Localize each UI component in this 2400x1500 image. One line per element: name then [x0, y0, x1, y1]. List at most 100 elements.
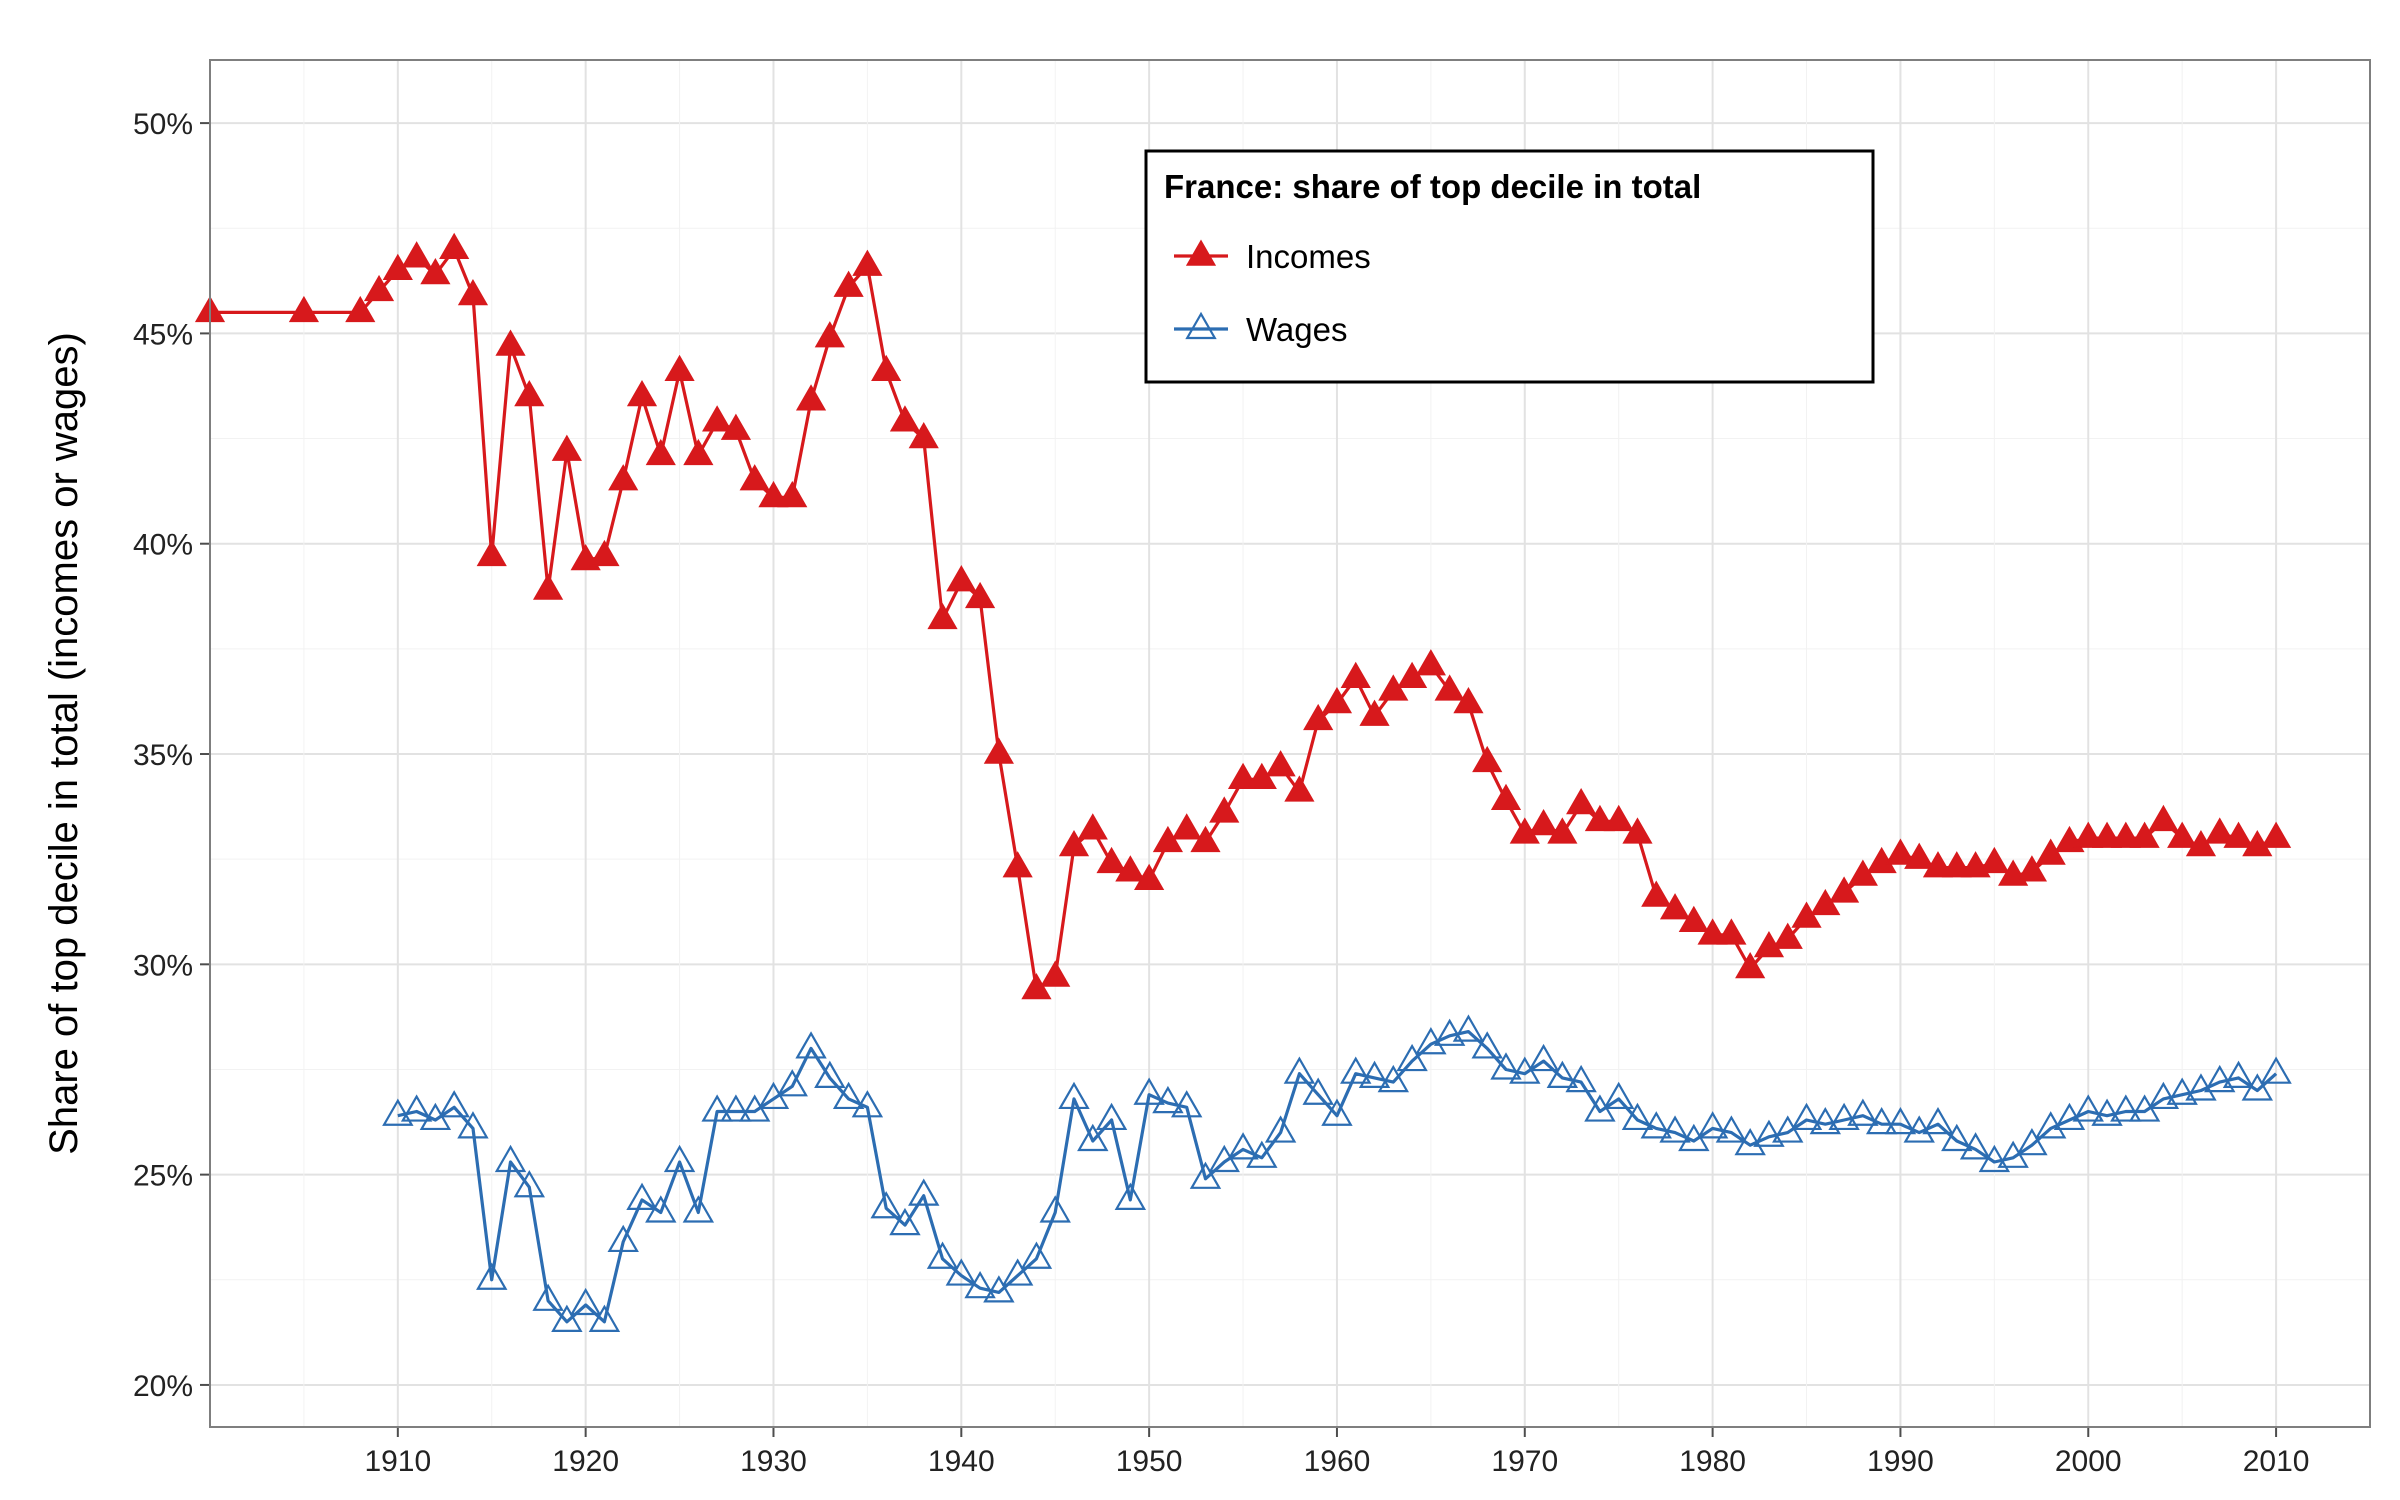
y-tick-label: 45%: [133, 318, 193, 351]
data-point-incomes: [1828, 876, 1860, 903]
data-point-incomes: [1096, 846, 1127, 874]
data-point-incomes: [1340, 661, 1371, 689]
data-point-incomes: [1321, 687, 1353, 714]
data-point-wages: [2147, 1081, 2180, 1110]
data-point-wages: [720, 1094, 752, 1122]
data-point-incomes: [1058, 830, 1090, 857]
data-point-wages: [2072, 1094, 2104, 1122]
data-point-wages: [1227, 1132, 1259, 1160]
data-point-incomes: [1641, 880, 1672, 907]
data-point-incomes: [457, 279, 489, 306]
data-point-incomes: [288, 295, 320, 323]
legend-box: [1144, 149, 1875, 384]
y-tick-label: 25%: [133, 1160, 193, 1193]
data-point-incomes: [1227, 762, 1259, 790]
data-point-incomes: [2073, 821, 2104, 848]
data-point-wages: [1847, 1098, 1879, 1126]
data-point-wages: [795, 1031, 827, 1059]
legend-key-marker: [1185, 239, 1217, 266]
data-point-wages: [1527, 1043, 1560, 1072]
data-point-wages: [1170, 1090, 1203, 1118]
data-point-wages: [476, 1262, 508, 1290]
data-point-incomes: [2016, 855, 2048, 882]
data-point-wages: [2016, 1127, 2048, 1156]
data-point-wages: [513, 1170, 546, 1198]
data-point-wages: [400, 1094, 433, 1122]
data-point-incomes: [608, 464, 639, 491]
data-point-wages: [851, 1090, 884, 1118]
data-point-wages: [2222, 1060, 2255, 1088]
data-point-wages: [588, 1304, 621, 1332]
x-tick-label: 1940: [928, 1445, 995, 1478]
data-point-incomes: [2129, 821, 2160, 848]
data-point-incomes: [908, 422, 939, 449]
data-point-incomes: [2223, 821, 2254, 848]
data-point-incomes: [1171, 813, 1202, 840]
data-point-wages: [926, 1241, 959, 1269]
data-point-incomes: [1209, 796, 1240, 823]
data-point-wages: [1715, 1115, 1748, 1143]
data-point-incomes: [1415, 649, 1446, 676]
data-point-incomes: [1622, 817, 1653, 844]
data-point-incomes: [946, 565, 977, 592]
x-tick-label: 1950: [1116, 1445, 1183, 1478]
data-point-incomes: [1434, 674, 1465, 701]
data-point-wages: [532, 1283, 564, 1311]
data-point-wages: [1828, 1102, 1860, 1131]
data-point-incomes: [889, 405, 921, 432]
data-point-incomes: [1265, 750, 1296, 777]
x-tick-label: 1920: [552, 1445, 619, 1478]
data-point-incomes: [1190, 825, 1221, 853]
data-point-wages: [1283, 1056, 1316, 1084]
data-point-incomes: [2148, 804, 2179, 832]
data-point-wages: [1941, 1123, 1973, 1152]
y-tick-label: 20%: [133, 1370, 193, 1403]
data-point-wages: [1077, 1123, 1109, 1152]
data-point-incomes: [626, 379, 658, 407]
x-tick-label: 2000: [2055, 1445, 2122, 1478]
data-point-wages: [1640, 1111, 1672, 1139]
data-point-incomes: [589, 539, 620, 567]
data-point-wages: [607, 1224, 639, 1253]
series-line-wages: [397, 1029, 2278, 1324]
data-point-wages: [1753, 1119, 1785, 1147]
data-point-wages: [1189, 1161, 1222, 1189]
data-point-incomes: [833, 270, 864, 297]
data-point-incomes: [1115, 855, 1146, 882]
data-point-incomes: [964, 581, 996, 609]
data-point-wages: [2091, 1098, 2123, 1126]
data-point-incomes: [1284, 775, 1315, 802]
data-point-incomes: [514, 379, 545, 407]
data-point-wages: [964, 1270, 996, 1299]
data-point-incomes: [1453, 687, 1484, 714]
data-point-incomes: [1941, 851, 1972, 878]
legend-title: France: share of top decile in total: [1164, 168, 1701, 205]
data-point-incomes: [720, 413, 752, 440]
data-point-incomes: [2204, 817, 2235, 844]
data-point-wages: [1377, 1064, 1410, 1093]
data-point-wages: [1058, 1081, 1090, 1110]
data-point-incomes: [852, 249, 883, 276]
data-point-wages: [1340, 1056, 1372, 1084]
data-point-incomes: [551, 434, 582, 461]
data-point-incomes: [1772, 922, 1803, 949]
data-point-wages: [2204, 1064, 2236, 1093]
data-point-incomes: [1904, 842, 1935, 869]
data-point-incomes: [1472, 745, 1503, 773]
data-point-wages: [1565, 1064, 1597, 1093]
data-point-incomes: [1979, 846, 2010, 874]
legend-key-marker: [1185, 311, 1217, 340]
y-tick-label: 50%: [133, 108, 193, 141]
data-point-wages: [1922, 1106, 1954, 1135]
data-point-incomes: [1922, 851, 1954, 878]
data-point-wages: [1264, 1115, 1297, 1143]
data-point-incomes: [363, 274, 395, 302]
data-point-wages: [1001, 1258, 1034, 1286]
data-point-incomes: [476, 539, 507, 567]
data-point-wages: [1490, 1052, 1522, 1080]
legend-items: Incomes Wages: [1174, 238, 1371, 348]
data-point-wages: [1133, 1077, 1165, 1105]
data-point-wages: [1039, 1195, 1071, 1223]
data-point-wages: [1452, 1014, 1485, 1042]
